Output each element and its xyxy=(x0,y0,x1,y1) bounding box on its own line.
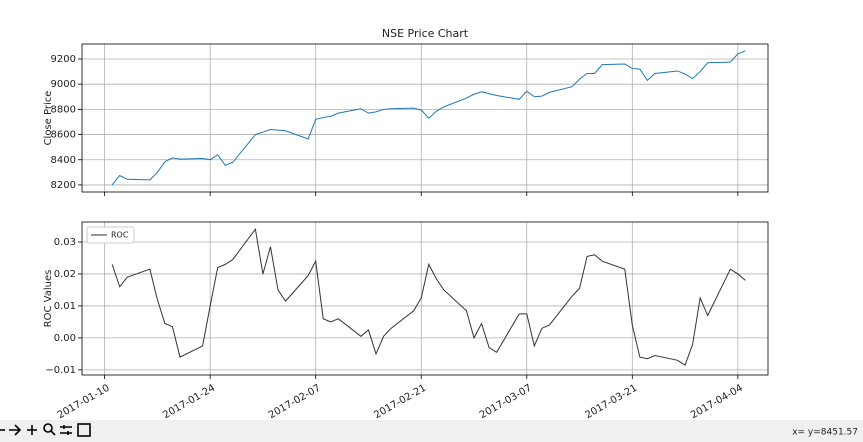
pan-button[interactable] xyxy=(27,425,37,435)
y-tick-label: 8400 xyxy=(51,155,76,166)
y-tick-label: 0.02 xyxy=(54,269,76,280)
data-line xyxy=(111,227,746,366)
configure-button[interactable] xyxy=(60,425,72,435)
zoom-button[interactable] xyxy=(43,423,56,436)
plot-frame xyxy=(81,221,769,376)
y-tick-label: 8200 xyxy=(51,180,76,191)
y-axis-label: Close Price xyxy=(43,91,54,146)
y-tick-label: 0.01 xyxy=(54,301,76,312)
data-line xyxy=(111,50,746,186)
plot-frame xyxy=(81,43,769,193)
forward-button[interactable] xyxy=(9,424,22,436)
legend-label: ROC xyxy=(111,231,129,240)
y-tick-label: 9000 xyxy=(51,79,76,90)
y-tick-label: 8800 xyxy=(51,104,76,115)
save-button[interactable] xyxy=(77,423,91,437)
y-tick-label: 8600 xyxy=(51,130,76,141)
status-text: x= y=8451.57 xyxy=(792,428,858,438)
y-tick-label: 0.03 xyxy=(54,237,76,248)
chart-title: NSE Price Chart xyxy=(382,27,469,40)
y-tick-label: −0.01 xyxy=(45,365,76,376)
legend-box xyxy=(86,226,135,244)
y-tick-label: 9200 xyxy=(51,54,76,65)
toolbar-buttons xyxy=(0,423,91,437)
y-axis-label: ROC Values xyxy=(43,270,54,328)
toolbar xyxy=(0,420,863,442)
y-tick-label: 0.00 xyxy=(54,333,76,344)
